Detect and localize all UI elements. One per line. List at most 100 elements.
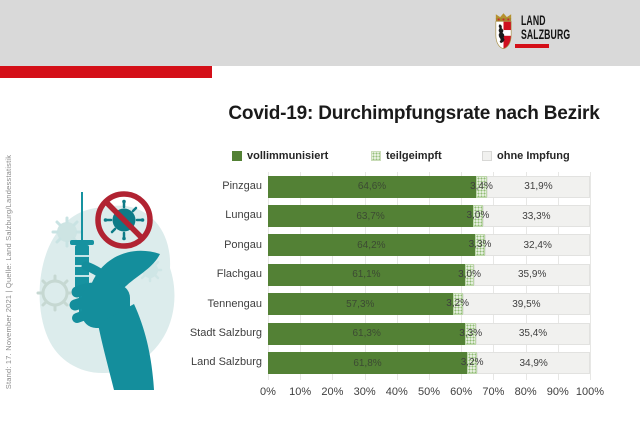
data-label-teilgeimpft: 3,3% bbox=[459, 327, 483, 339]
data-label-vollimmunisiert: 63,7% bbox=[356, 210, 385, 222]
vaccination-illustration bbox=[36, 191, 175, 390]
legend-swatch-vollimmunisiert bbox=[232, 151, 242, 161]
virus-icon bbox=[36, 274, 74, 312]
segment-vollimmunisiert: 64,6% bbox=[268, 175, 476, 198]
segment-teilgeimpft bbox=[473, 205, 483, 228]
segment-teilgeimpft bbox=[466, 352, 478, 375]
category-label: Pongau bbox=[224, 238, 262, 251]
data-label-ohne-impfung: 39,5% bbox=[512, 298, 541, 310]
data-label-ohne-impfung: 33,3% bbox=[522, 210, 551, 222]
data-label-vollimmunisiert: 61,3% bbox=[352, 328, 381, 340]
data-label-vollimmunisiert: 57,3% bbox=[346, 298, 375, 310]
x-axis-tick: 20% bbox=[321, 386, 344, 398]
chart-rows: Pinzgau 64,6% 31,9% 3,4% Lungau 63,7% 33,3% 3,0… bbox=[148, 172, 590, 378]
x-axis-tick: 50% bbox=[417, 386, 441, 398]
logo-text-line1: LAND bbox=[521, 12, 546, 28]
segment-vollimmunisiert: 63,7% bbox=[268, 205, 474, 228]
no-virus-icon bbox=[95, 191, 153, 249]
segment-ohne-impfung: 39,5% bbox=[462, 293, 590, 316]
legend-item-teilgeimpft: teilgeimpft bbox=[371, 149, 442, 163]
x-axis-tick: 60% bbox=[450, 386, 473, 398]
hand-icon bbox=[69, 250, 160, 390]
category-label: Pinzgau bbox=[222, 180, 262, 192]
category-label: Lungau bbox=[225, 209, 262, 222]
stacked-bar: 61,1% 35,9% 3,0% bbox=[268, 263, 590, 286]
header-accent-bar bbox=[0, 66, 212, 78]
data-label-teilgeimpft: 3,4% bbox=[470, 180, 493, 192]
logo-text-line2: SALZBURG bbox=[521, 26, 571, 42]
segment-teilgeimpft bbox=[464, 263, 475, 286]
gridline bbox=[590, 172, 591, 380]
x-axis-tick: 100% bbox=[575, 386, 605, 398]
segment-teilgeimpft bbox=[474, 234, 486, 257]
stacked-bar: 61,8% 34,9% 3,2% bbox=[268, 352, 590, 375]
chart-row: Tennengau 57,3% 39,5% 3,2% bbox=[148, 290, 590, 319]
segment-ohne-impfung: 35,4% bbox=[476, 322, 590, 345]
data-label-teilgeimpft: 3,0% bbox=[458, 268, 481, 280]
x-axis-tick: 80% bbox=[514, 386, 537, 398]
source-note: Stand: 17. November 2021 | Quelle: Land … bbox=[4, 154, 13, 390]
chart-row: Stadt Salzburg 61,3% 35,4% 3,3% bbox=[148, 319, 590, 348]
chart-row: Flachgau 61,1% 35,9% 3,0% bbox=[148, 260, 590, 289]
data-label-teilgeimpft: 3,2% bbox=[460, 357, 484, 369]
land-salzburg-logo: LAND SALZBURG bbox=[492, 11, 600, 51]
x-axis-tick: 90% bbox=[546, 386, 569, 398]
stacked-bar: 64,6% 31,9% 3,4% bbox=[268, 175, 590, 198]
salzburg-coat-of-arms-icon bbox=[495, 13, 512, 50]
chart-title: Covid-19: Durchimpfungsrate nach Bezirk bbox=[228, 103, 600, 124]
stacked-bar: 64,2% 32,4% 3,3% bbox=[268, 234, 590, 257]
chart-row: Pinzgau 64,6% 31,9% 3,4% bbox=[148, 172, 590, 201]
category-label: Tennengau bbox=[207, 297, 262, 310]
legend-item-vollimmunisiert: vollimmunisiert bbox=[232, 149, 328, 163]
virus-icon bbox=[51, 216, 83, 248]
data-label-ohne-impfung: 31,9% bbox=[524, 181, 553, 193]
data-label-ohne-impfung: 32,4% bbox=[523, 239, 552, 251]
data-label-teilgeimpft: 3,0% bbox=[466, 210, 490, 222]
segment-vollimmunisiert: 64,2% bbox=[268, 234, 475, 257]
data-label-ohne-impfung: 34,9% bbox=[519, 357, 548, 369]
category-label: Stadt Salzburg bbox=[189, 326, 262, 339]
segment-teilgeimpft bbox=[476, 175, 487, 198]
segment-teilgeimpft bbox=[452, 293, 463, 316]
segment-vollimmunisiert: 57,3% bbox=[268, 293, 453, 316]
header-band bbox=[0, 0, 640, 66]
legend-label: vollimmunisiert bbox=[247, 150, 329, 162]
x-axis-tick: 70% bbox=[482, 386, 505, 398]
legend-swatch-ohne-impfung bbox=[482, 151, 492, 161]
segment-ohne-impfung: 31,9% bbox=[486, 175, 590, 198]
segment-ohne-impfung: 33,3% bbox=[482, 205, 590, 228]
data-label-teilgeimpft: 3,3% bbox=[468, 239, 492, 251]
segment-ohne-impfung: 32,4% bbox=[485, 234, 590, 257]
x-axis-tick: 30% bbox=[353, 386, 376, 398]
chart-row: Land Salzburg 61,8% 34,9% 3,2% bbox=[148, 348, 590, 377]
category-label: Land Salzburg bbox=[191, 356, 262, 369]
legend-item-ohne-impfung: ohne Impfung bbox=[482, 149, 570, 163]
data-label-teilgeimpft: 3,2% bbox=[446, 298, 470, 310]
x-axis: 0% 10% 20% 30% 40% 50% 60% 70% 80% 90% 100% bbox=[260, 386, 604, 400]
data-label-vollimmunisiert: 61,1% bbox=[352, 269, 381, 281]
syringe-icon bbox=[70, 192, 94, 312]
legend-label: teilgeimpft bbox=[386, 150, 442, 162]
data-label-vollimmunisiert: 64,2% bbox=[357, 239, 386, 251]
segment-vollimmunisiert: 61,1% bbox=[268, 263, 465, 286]
segment-vollimmunisiert: 61,8% bbox=[268, 352, 467, 375]
data-label-vollimmunisiert: 61,8% bbox=[353, 357, 382, 369]
chart-row: Pongau 64,2% 32,4% 3,3% bbox=[148, 231, 590, 260]
chart-row: Lungau 63,7% 33,3% 3,0% bbox=[148, 201, 590, 230]
stacked-bar: 57,3% 39,5% 3,2% bbox=[268, 293, 590, 316]
data-label-ohne-impfung: 35,9% bbox=[518, 269, 547, 281]
x-axis-tick: 40% bbox=[385, 386, 408, 398]
segment-ohne-impfung: 34,9% bbox=[477, 352, 590, 375]
legend-label: ohne Impfung bbox=[497, 150, 570, 162]
data-label-vollimmunisiert: 64,6% bbox=[357, 181, 387, 193]
data-label-ohne-impfung: 35,4% bbox=[518, 328, 548, 340]
logo-underline bbox=[515, 44, 549, 48]
stacked-bar: 61,3% 35,4% 3,3% bbox=[268, 322, 590, 345]
x-axis-tick: 0% bbox=[260, 386, 276, 398]
stacked-bar: 63,7% 33,3% 3,0% bbox=[268, 205, 590, 228]
segment-teilgeimpft bbox=[465, 322, 476, 345]
segment-vollimmunisiert: 61,3% bbox=[268, 322, 466, 345]
segment-ohne-impfung: 35,9% bbox=[474, 263, 590, 286]
x-axis-tick: 10% bbox=[289, 386, 312, 398]
